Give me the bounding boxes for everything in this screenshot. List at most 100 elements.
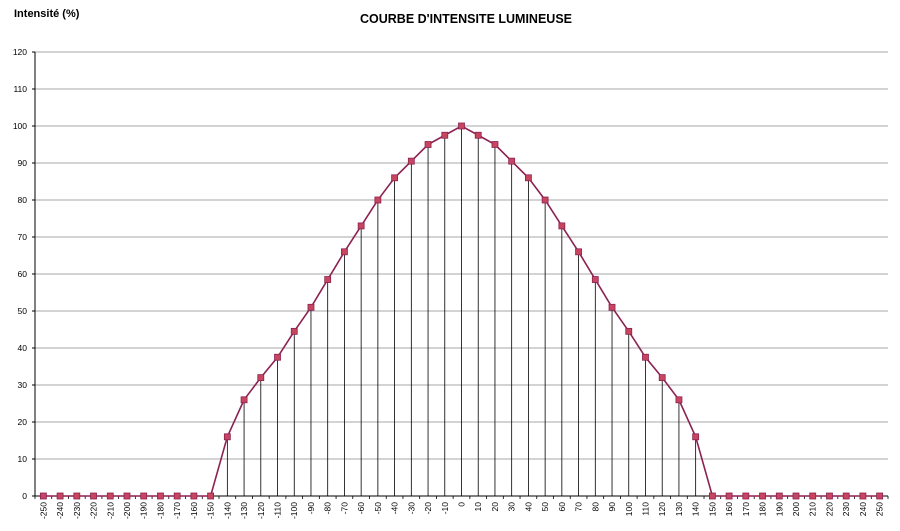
y-tick-label: 0	[22, 491, 27, 501]
x-tick-label: -80	[323, 502, 333, 515]
data-point	[240, 396, 248, 404]
x-tick-label: -160	[189, 502, 199, 519]
data-point	[441, 131, 449, 139]
data-point	[792, 492, 800, 500]
x-tick-label: 90	[607, 502, 617, 512]
x-tick-label: -10	[440, 502, 450, 515]
x-tick-label: 0	[457, 502, 467, 507]
data-point	[658, 374, 666, 382]
x-tick-label: -200	[122, 502, 132, 519]
data-point	[357, 222, 365, 230]
x-tick-label: 220	[824, 502, 834, 516]
data-point	[73, 492, 81, 500]
y-tick-label: 110	[13, 84, 27, 94]
data-point	[290, 327, 298, 335]
data-point	[39, 492, 47, 500]
x-tick-label: -240	[55, 502, 65, 519]
data-markers	[39, 122, 884, 500]
data-point	[140, 492, 148, 500]
data-point	[692, 433, 700, 441]
x-tick-label: 150	[707, 502, 717, 516]
data-point	[157, 492, 164, 500]
x-tick-label: 50	[540, 502, 550, 512]
x-tick-label: 210	[808, 502, 818, 516]
data-point	[491, 141, 499, 148]
y-tick-label: 40	[18, 343, 28, 353]
x-tick-label: 230	[841, 502, 851, 516]
data-point	[725, 492, 733, 500]
y-tick-label: 10	[18, 454, 28, 464]
x-tick-label: -170	[172, 502, 182, 519]
x-tick-label: -180	[155, 502, 165, 519]
data-point	[207, 492, 215, 500]
data-point	[775, 492, 783, 500]
data-point	[90, 492, 97, 500]
x-tick-label: -50	[373, 502, 383, 515]
x-tick-label: 20	[490, 502, 500, 512]
data-point	[759, 492, 766, 500]
data-point	[525, 174, 532, 182]
data-point	[474, 131, 482, 139]
data-point	[56, 492, 64, 500]
data-point	[608, 303, 616, 311]
x-tick-label: 240	[858, 502, 868, 516]
y-tick-label: 20	[18, 417, 28, 427]
data-point	[106, 492, 114, 500]
chart-title: COURBE D'INTENSITE LUMINEUSE	[360, 12, 572, 26]
x-tick-label: -220	[89, 502, 99, 519]
data-point	[123, 492, 131, 500]
data-point	[257, 374, 265, 382]
x-tick-label: -60	[356, 502, 366, 515]
data-point	[307, 303, 315, 311]
x-tick-label: 250	[875, 502, 885, 516]
x-tick-label: -210	[105, 502, 115, 519]
x-tick-label: -230	[72, 502, 82, 519]
data-point	[407, 157, 415, 165]
x-tick-label: 10	[473, 502, 483, 512]
x-tick-label: -140	[222, 502, 232, 519]
y-tick-label: 100	[13, 121, 27, 131]
data-point	[541, 196, 549, 204]
data-point	[809, 492, 817, 500]
data-point	[324, 276, 332, 283]
data-point	[223, 433, 231, 441]
y-tick-label: 70	[18, 232, 28, 242]
x-tick-label: -150	[206, 502, 216, 519]
x-tick-label: 170	[741, 502, 751, 516]
data-point	[642, 353, 649, 361]
x-tick-label: -100	[289, 502, 299, 519]
y-tick-labels: 0 10 20 30 40 50 60 70 80 90 100 110 120	[13, 47, 27, 501]
x-tick-label: 60	[557, 502, 567, 512]
y-tick-label: 80	[18, 195, 28, 205]
data-point	[876, 492, 884, 500]
data-point	[742, 492, 750, 500]
data-point	[458, 122, 465, 130]
x-tick-label: -110	[273, 502, 283, 519]
x-tick-label: 110	[640, 502, 650, 516]
y-tick-label: 50	[18, 306, 28, 316]
x-tick-label: 200	[791, 502, 801, 516]
x-tick-label: 140	[691, 502, 701, 516]
data-point	[859, 492, 867, 500]
y-tick-label: 90	[18, 158, 28, 168]
data-point	[591, 276, 599, 283]
x-tick-label: -70	[339, 502, 349, 515]
data-point	[374, 196, 382, 204]
data-point	[842, 492, 850, 500]
x-tick-label: -20	[423, 502, 433, 515]
data-point	[274, 353, 281, 361]
axes	[32, 51, 889, 499]
y-tick-label: 30	[18, 380, 28, 390]
x-tick-label: 30	[507, 502, 517, 512]
y-axis-title: Intensité (%)	[14, 8, 80, 20]
data-point	[508, 157, 516, 165]
x-tick-labels: -250 -240 -230 -220 -210 -200 -190 -180 -170 -160…	[38, 502, 884, 519]
x-tick-label: 160	[724, 502, 734, 516]
y-tick-label: 120	[13, 47, 27, 57]
data-point	[341, 248, 348, 256]
x-tick-label: 190	[774, 502, 784, 516]
x-tick-label: 70	[574, 502, 584, 512]
data-point	[708, 492, 716, 500]
